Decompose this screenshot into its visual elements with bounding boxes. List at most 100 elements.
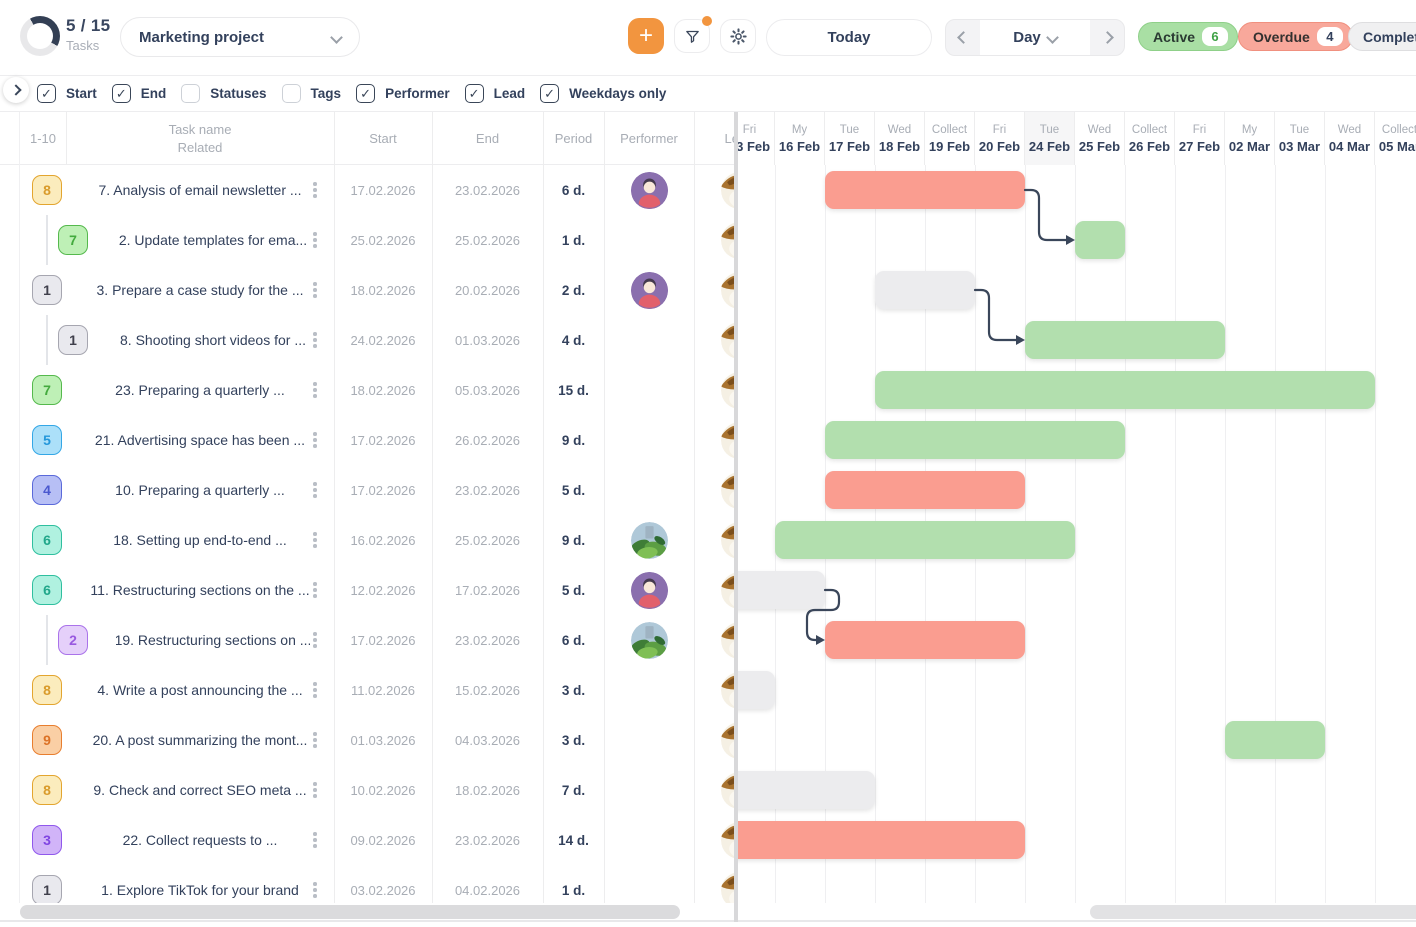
task-performer-cell[interactable] — [604, 615, 694, 665]
gantt-bar-task-4[interactable] — [1025, 321, 1225, 359]
task-performer-cell[interactable] — [604, 815, 694, 865]
project-selector[interactable]: Marketing project — [120, 17, 360, 57]
task-menu-button[interactable] — [308, 279, 322, 301]
panel-splitter[interactable] — [734, 112, 738, 922]
task-menu-button[interactable] — [308, 179, 322, 201]
task-number-badge[interactable]: 7 — [32, 375, 62, 405]
task-menu-button[interactable] — [308, 529, 322, 551]
checkbox-icon[interactable] — [281, 84, 301, 103]
checkbox-icon[interactable]: ✓ — [356, 84, 376, 103]
task-menu-button[interactable] — [308, 829, 322, 851]
gantt-bar-task-2[interactable] — [1075, 221, 1125, 259]
next-period-button[interactable] — [1090, 20, 1124, 55]
task-lead-cell[interactable] — [721, 822, 737, 864]
settings-button[interactable] — [720, 19, 756, 53]
task-number-badge[interactable]: 3 — [32, 825, 62, 855]
task-menu-button[interactable] — [308, 229, 322, 251]
checkbox-icon[interactable] — [181, 84, 201, 103]
option-toggle-weekdays-only[interactable]: ✓ Weekdays only — [540, 84, 666, 103]
column-header-end[interactable]: End — [475, 130, 500, 146]
option-toggle-tags[interactable]: Tags — [281, 84, 341, 103]
gantt-bar-task-9[interactable] — [737, 571, 825, 609]
task-name[interactable]: 11. Restructuring sections on the ... — [90, 582, 310, 598]
task-number-badge[interactable]: 1 — [32, 275, 62, 305]
task-performer-cell[interactable] — [604, 215, 694, 265]
task-menu-button[interactable] — [308, 729, 322, 751]
scale-dropdown[interactable]: Day — [980, 20, 1090, 55]
task-performer-cell[interactable] — [604, 765, 694, 815]
task-name[interactable]: 10. Preparing a quarterly ... — [115, 482, 285, 498]
filter-button[interactable] — [674, 16, 712, 53]
task-name[interactable]: 21. Advertising space has been ... — [94, 432, 306, 448]
filter-pill-completed[interactable]: Completed — [1348, 22, 1416, 51]
task-menu-button[interactable] — [308, 579, 322, 601]
task-performer-cell[interactable] — [604, 265, 694, 315]
task-number-badge[interactable]: 8 — [32, 775, 62, 805]
option-toggle-performer[interactable]: ✓ Performer — [356, 84, 450, 103]
task-name[interactable]: 20. A post summarizing the mont... — [92, 732, 308, 748]
task-number-badge[interactable]: 6 — [32, 575, 62, 605]
column-header-task-name[interactable]: Task name Related — [168, 121, 232, 155]
task-menu-button[interactable] — [308, 629, 322, 651]
task-performer-cell[interactable] — [604, 465, 694, 515]
checkbox-icon[interactable]: ✓ — [464, 84, 484, 103]
task-name[interactable]: 7. Analysis of email newsletter ... — [98, 182, 302, 198]
task-menu-button[interactable] — [308, 879, 322, 901]
task-number-badge[interactable]: 4 — [32, 475, 62, 505]
gantt-bar-task-3[interactable] — [875, 271, 975, 309]
task-name[interactable]: 8. Shooting short videos for ... — [120, 332, 306, 348]
checkbox-icon[interactable]: ✓ — [540, 84, 560, 103]
task-performer-cell[interactable] — [604, 565, 694, 615]
task-name[interactable]: 1. Explore TikTok for your brand — [101, 882, 299, 898]
option-toggle-statuses[interactable]: Statuses — [181, 84, 267, 103]
task-name[interactable]: 19. Restructuring sections on ... — [116, 632, 310, 648]
gantt-bar-task-6[interactable] — [825, 421, 1125, 459]
gantt-bar-task-10[interactable] — [825, 621, 1025, 659]
task-name[interactable]: 18. Setting up end-to-end ... — [113, 532, 287, 548]
task-number-badge[interactable]: 2 — [58, 625, 88, 655]
gantt-bar-task-1[interactable] — [825, 171, 1025, 209]
checkbox-icon[interactable]: ✓ — [37, 84, 56, 103]
task-number-badge[interactable]: 5 — [32, 425, 62, 455]
task-number-badge[interactable]: 7 — [58, 225, 88, 255]
task-menu-button[interactable] — [308, 379, 322, 401]
task-performer-cell[interactable] — [604, 515, 694, 565]
today-button[interactable]: Today — [766, 19, 932, 56]
task-performer-cell[interactable] — [604, 665, 694, 715]
gantt-bar-task-14[interactable] — [737, 821, 1025, 859]
gantt-bar-task-5[interactable] — [875, 371, 1375, 409]
task-number-badge[interactable]: 9 — [32, 725, 62, 755]
task-name[interactable]: 9. Check and correct SEO meta ... — [93, 782, 307, 798]
task-performer-cell[interactable] — [604, 165, 694, 215]
column-header-performer[interactable]: Performer — [620, 130, 678, 146]
task-performer-cell[interactable] — [604, 415, 694, 465]
task-name[interactable]: 4. Write a post announcing the ... — [97, 682, 303, 698]
add-task-button[interactable]: + — [628, 18, 664, 54]
task-number-badge[interactable]: 8 — [32, 175, 62, 205]
option-toggle-lead[interactable]: ✓ Lead — [464, 84, 525, 103]
table-horizontal-scrollbar[interactable] — [20, 905, 680, 919]
task-performer-cell[interactable] — [604, 865, 694, 903]
option-toggle-end[interactable]: ✓ End — [111, 84, 166, 103]
prev-period-button[interactable] — [946, 20, 980, 55]
gantt-bar-task-13[interactable] — [737, 771, 875, 809]
task-name[interactable]: 22. Collect requests to ... — [122, 832, 278, 848]
filter-pill-active[interactable]: Active 6 — [1138, 22, 1239, 51]
gantt-bar-task-12[interactable] — [1225, 721, 1325, 759]
task-number-badge[interactable]: 8 — [32, 675, 62, 705]
filter-pill-overdue[interactable]: Overdue 4 — [1238, 22, 1353, 51]
task-performer-cell[interactable] — [604, 365, 694, 415]
column-header-start[interactable]: Start — [369, 130, 397, 146]
task-performer-cell[interactable] — [604, 715, 694, 765]
task-menu-button[interactable] — [308, 679, 322, 701]
task-menu-button[interactable] — [308, 479, 322, 501]
task-menu-button[interactable] — [308, 429, 322, 451]
option-toggle-start[interactable]: ✓ Start — [37, 84, 97, 103]
task-name[interactable]: 3. Prepare a case study for the ... — [96, 282, 304, 298]
task-lead-cell[interactable] — [721, 572, 737, 614]
task-menu-button[interactable] — [308, 779, 322, 801]
task-name[interactable]: 23. Preparing a quarterly ... — [115, 382, 285, 398]
collapse-panel-button[interactable] — [3, 77, 29, 103]
gantt-bar-task-7[interactable] — [825, 471, 1025, 509]
gantt-bar-task-8[interactable] — [775, 521, 1075, 559]
